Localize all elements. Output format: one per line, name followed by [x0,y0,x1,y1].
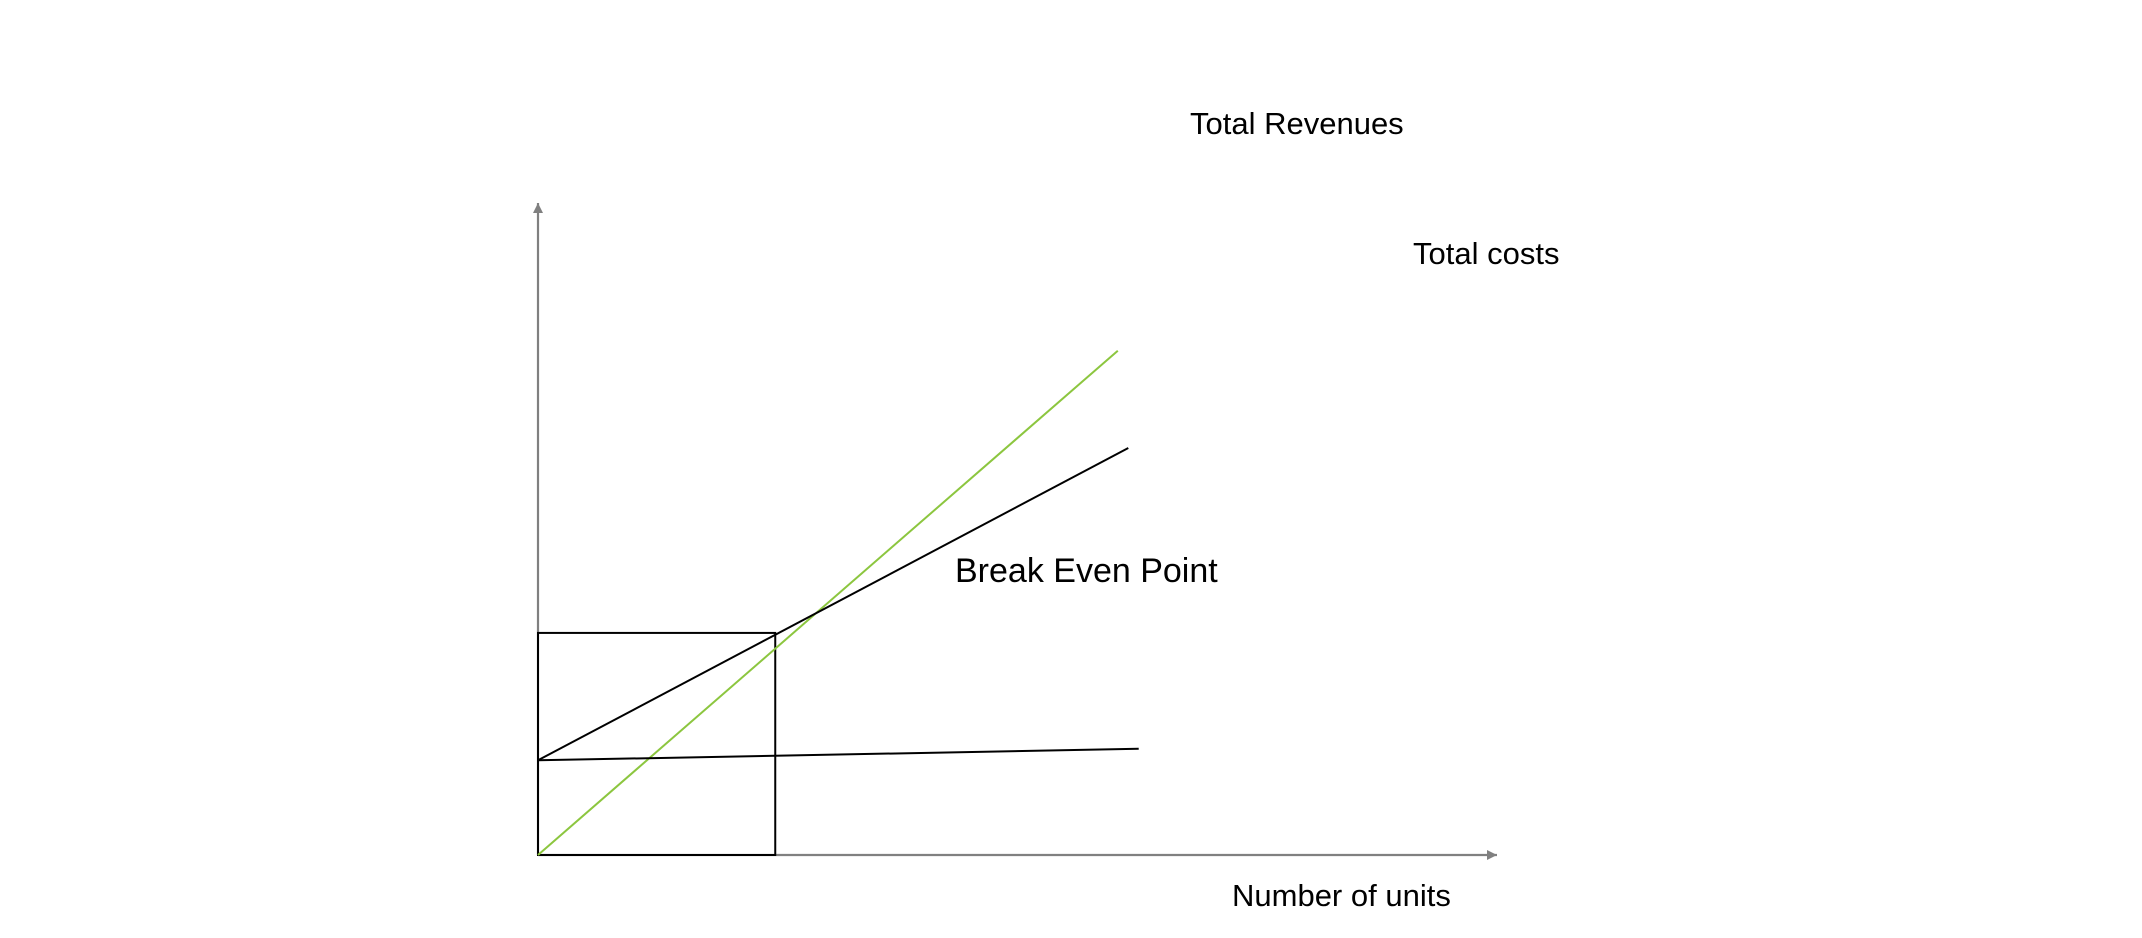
labels-layer: Total Revenues Total costs Break Even Po… [955,106,1559,913]
line-total-revenues [537,349,1119,856]
line-fixed-costs [537,747,1139,762]
break-even-box [537,631,777,856]
annotation-break-even-point: Break Even Point [955,552,1218,590]
x-axis-label: Number of units [1232,878,1451,913]
series-label-total-costs: Total costs [1413,236,1559,271]
marks-layer [537,349,1139,856]
line-total-costs [537,447,1129,762]
series-label-total-revenues: Total Revenues [1190,106,1404,141]
